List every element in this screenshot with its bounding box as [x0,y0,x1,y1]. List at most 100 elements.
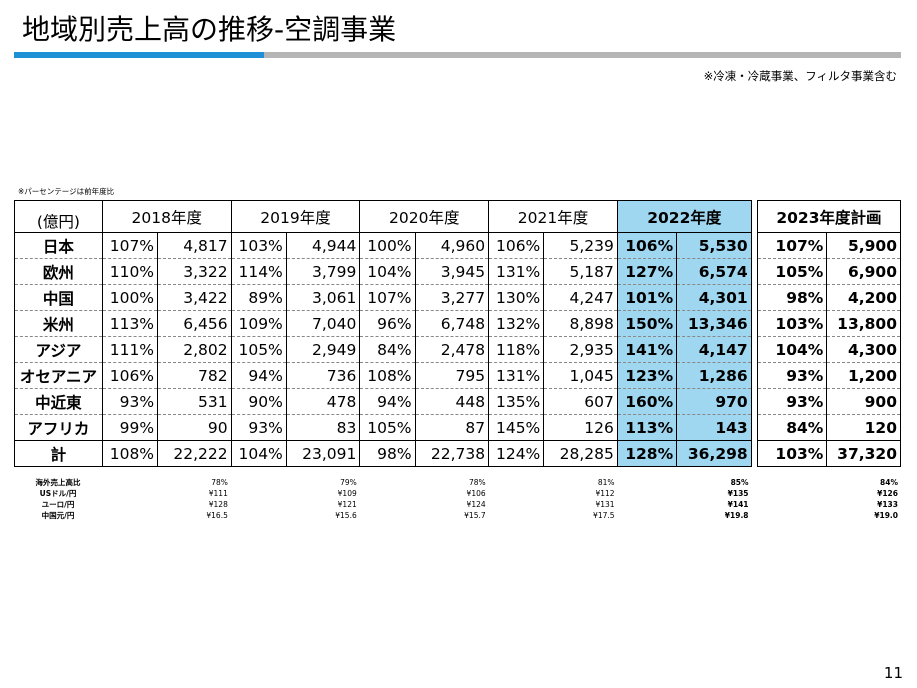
sales-value-cell: 1,045 [543,362,618,389]
sub-row-value: ¥15.6 [335,511,357,520]
sales-value-cell: 3,322 [157,258,232,285]
yoy-percent-cell: 113% [616,414,678,441]
sales-value-cell: 900 [826,388,901,415]
yoy-percent-cell: 123% [616,362,678,389]
yoy-percent-cell: 84% [756,414,828,441]
sales-value-cell: 970 [676,388,752,415]
percentage-note: ※パーセンテージは前年度比 [18,187,115,196]
spacer-cell [758,510,828,521]
sales-value-cell: 37,320 [826,440,901,467]
sales-value-cell: 8,898 [543,310,618,337]
header-row: (億円) 2018年度 2019年度 2020年度 2021年度 2022年度 … [14,200,902,233]
sub-row-label: 中国元/円 [41,511,75,520]
yoy-percent-cell: 106% [488,232,545,259]
yoy-percent-cell: 103% [230,232,287,259]
sales-value-cell: 531 [157,388,232,415]
sales-value-cell: 478 [285,388,361,415]
region-name: オセアニア [14,362,103,389]
yoy-percent-cell: 90% [230,388,287,415]
yoy-percent-cell: 131% [488,258,545,285]
yoy-percent-cell: 106% [616,232,678,259]
total-row: 計 108% 22,222 104% 23,091 98% 22,738 124% 28,285… [14,440,901,467]
sales-value-cell: 22,738 [414,440,490,467]
yoy-percent-cell: 114% [230,258,287,285]
spacer-cell [102,499,157,510]
sub-row-label: USドル/円 [39,489,77,498]
sales-value-cell: 2,935 [543,336,618,363]
title-underline [14,52,901,58]
sales-value-cell: 5,900 [826,232,901,259]
yoy-percent-cell: 160% [616,388,678,415]
sales-value-cell: 3,799 [285,258,361,285]
page-title: 地域別売上高の推移-空調事業 [22,13,397,46]
sales-value-cell: 28,285 [543,440,618,467]
column-gap [751,388,758,415]
yoy-percent-cell: 141% [616,336,678,363]
sub-row-value: ¥112 [595,489,615,498]
yoy-percent-cell: 110% [101,258,159,285]
column-gap [751,232,758,259]
sales-value-cell: 4,944 [285,232,361,259]
sub-row-value: ¥15.7 [464,511,486,520]
yoy-percent-cell: 107% [101,232,159,259]
yoy-percent-cell: 104% [230,440,287,467]
yoy-percent-cell: 105% [756,258,828,285]
sub-row: 海外売上高比 78% 79% 78% 81% 85% 84% [14,477,901,488]
year-header: 2021年度 [488,200,618,233]
year-header-highlight: 2022年度 [616,200,752,233]
yoy-percent-cell: 84% [359,336,416,363]
yoy-percent-cell: 111% [101,336,159,363]
spacer-cell [618,510,677,521]
year-header: 2019年度 [230,200,361,233]
region-row: 米州 113% 6,456 109% 7,040 96% 6,748 132% 8,898 150… [14,310,901,337]
yoy-percent-cell: 104% [756,336,828,363]
sub-row-value: ¥135 [727,489,749,498]
spacer-cell [102,477,157,488]
yoy-percent-cell: 100% [359,232,416,259]
sales-value-cell: 5,530 [676,232,752,259]
sub-row-label: ユーロ/円 [41,500,75,509]
sales-value-cell: 2,478 [414,336,490,363]
column-gap [751,200,758,233]
yoy-percent-cell: 93% [230,414,287,441]
title-underline-accent [14,52,264,58]
sales-value-cell: 4,301 [676,284,752,311]
column-gap [751,362,758,389]
sub-row: 中国元/円 ¥16.5 ¥15.6 ¥15.7 ¥17.5 ¥19.8 ¥19.0 [14,510,901,521]
yoy-percent-cell: 96% [359,310,416,337]
region-row: 日本 107% 4,817 103% 4,944 100% 4,960 106% 5,239 10… [14,232,901,259]
unit-label: (億円) [14,200,103,233]
yoy-percent-cell: 98% [756,284,828,311]
sales-value-cell: 23,091 [285,440,361,467]
region-row: オセアニア 106% 782 94% 736 108% 795 131% 1,045 123% 1,… [14,362,901,389]
sales-value-cell: 1,200 [826,362,901,389]
sales-value-cell: 90 [157,414,232,441]
spacer-cell [758,488,828,499]
sub-row-value: ¥109 [337,489,357,498]
yoy-percent-cell: 94% [230,362,287,389]
sales-value-cell: 3,422 [157,284,232,311]
region-name: 欧州 [14,258,103,285]
title-underline-rest [264,52,901,58]
sub-row-value: ¥131 [595,500,615,509]
sub-row-value: ¥124 [466,500,486,509]
spacer-cell [489,499,544,510]
sub-row-value: ¥16.5 [206,511,228,520]
sub-row-value: 85% [730,478,749,487]
sales-value-cell: 2,802 [157,336,232,363]
sub-row-value: 78% [211,478,228,487]
yoy-percent-cell: 106% [101,362,159,389]
page-number: 11 [883,664,903,682]
sales-value-cell: 13,346 [676,310,752,337]
spacer-cell [360,499,415,510]
spacer-cell [231,488,286,499]
sales-value-cell: 4,300 [826,336,901,363]
yoy-percent-cell: 132% [488,310,545,337]
sales-value-cell: 6,900 [826,258,901,285]
sales-value-cell: 22,222 [157,440,232,467]
sub-row-value: ¥128 [208,500,228,509]
yoy-percent-cell: 108% [101,440,159,467]
sales-value-cell: 6,456 [157,310,232,337]
sub-row-value: ¥126 [877,489,898,498]
column-gap [751,414,758,441]
